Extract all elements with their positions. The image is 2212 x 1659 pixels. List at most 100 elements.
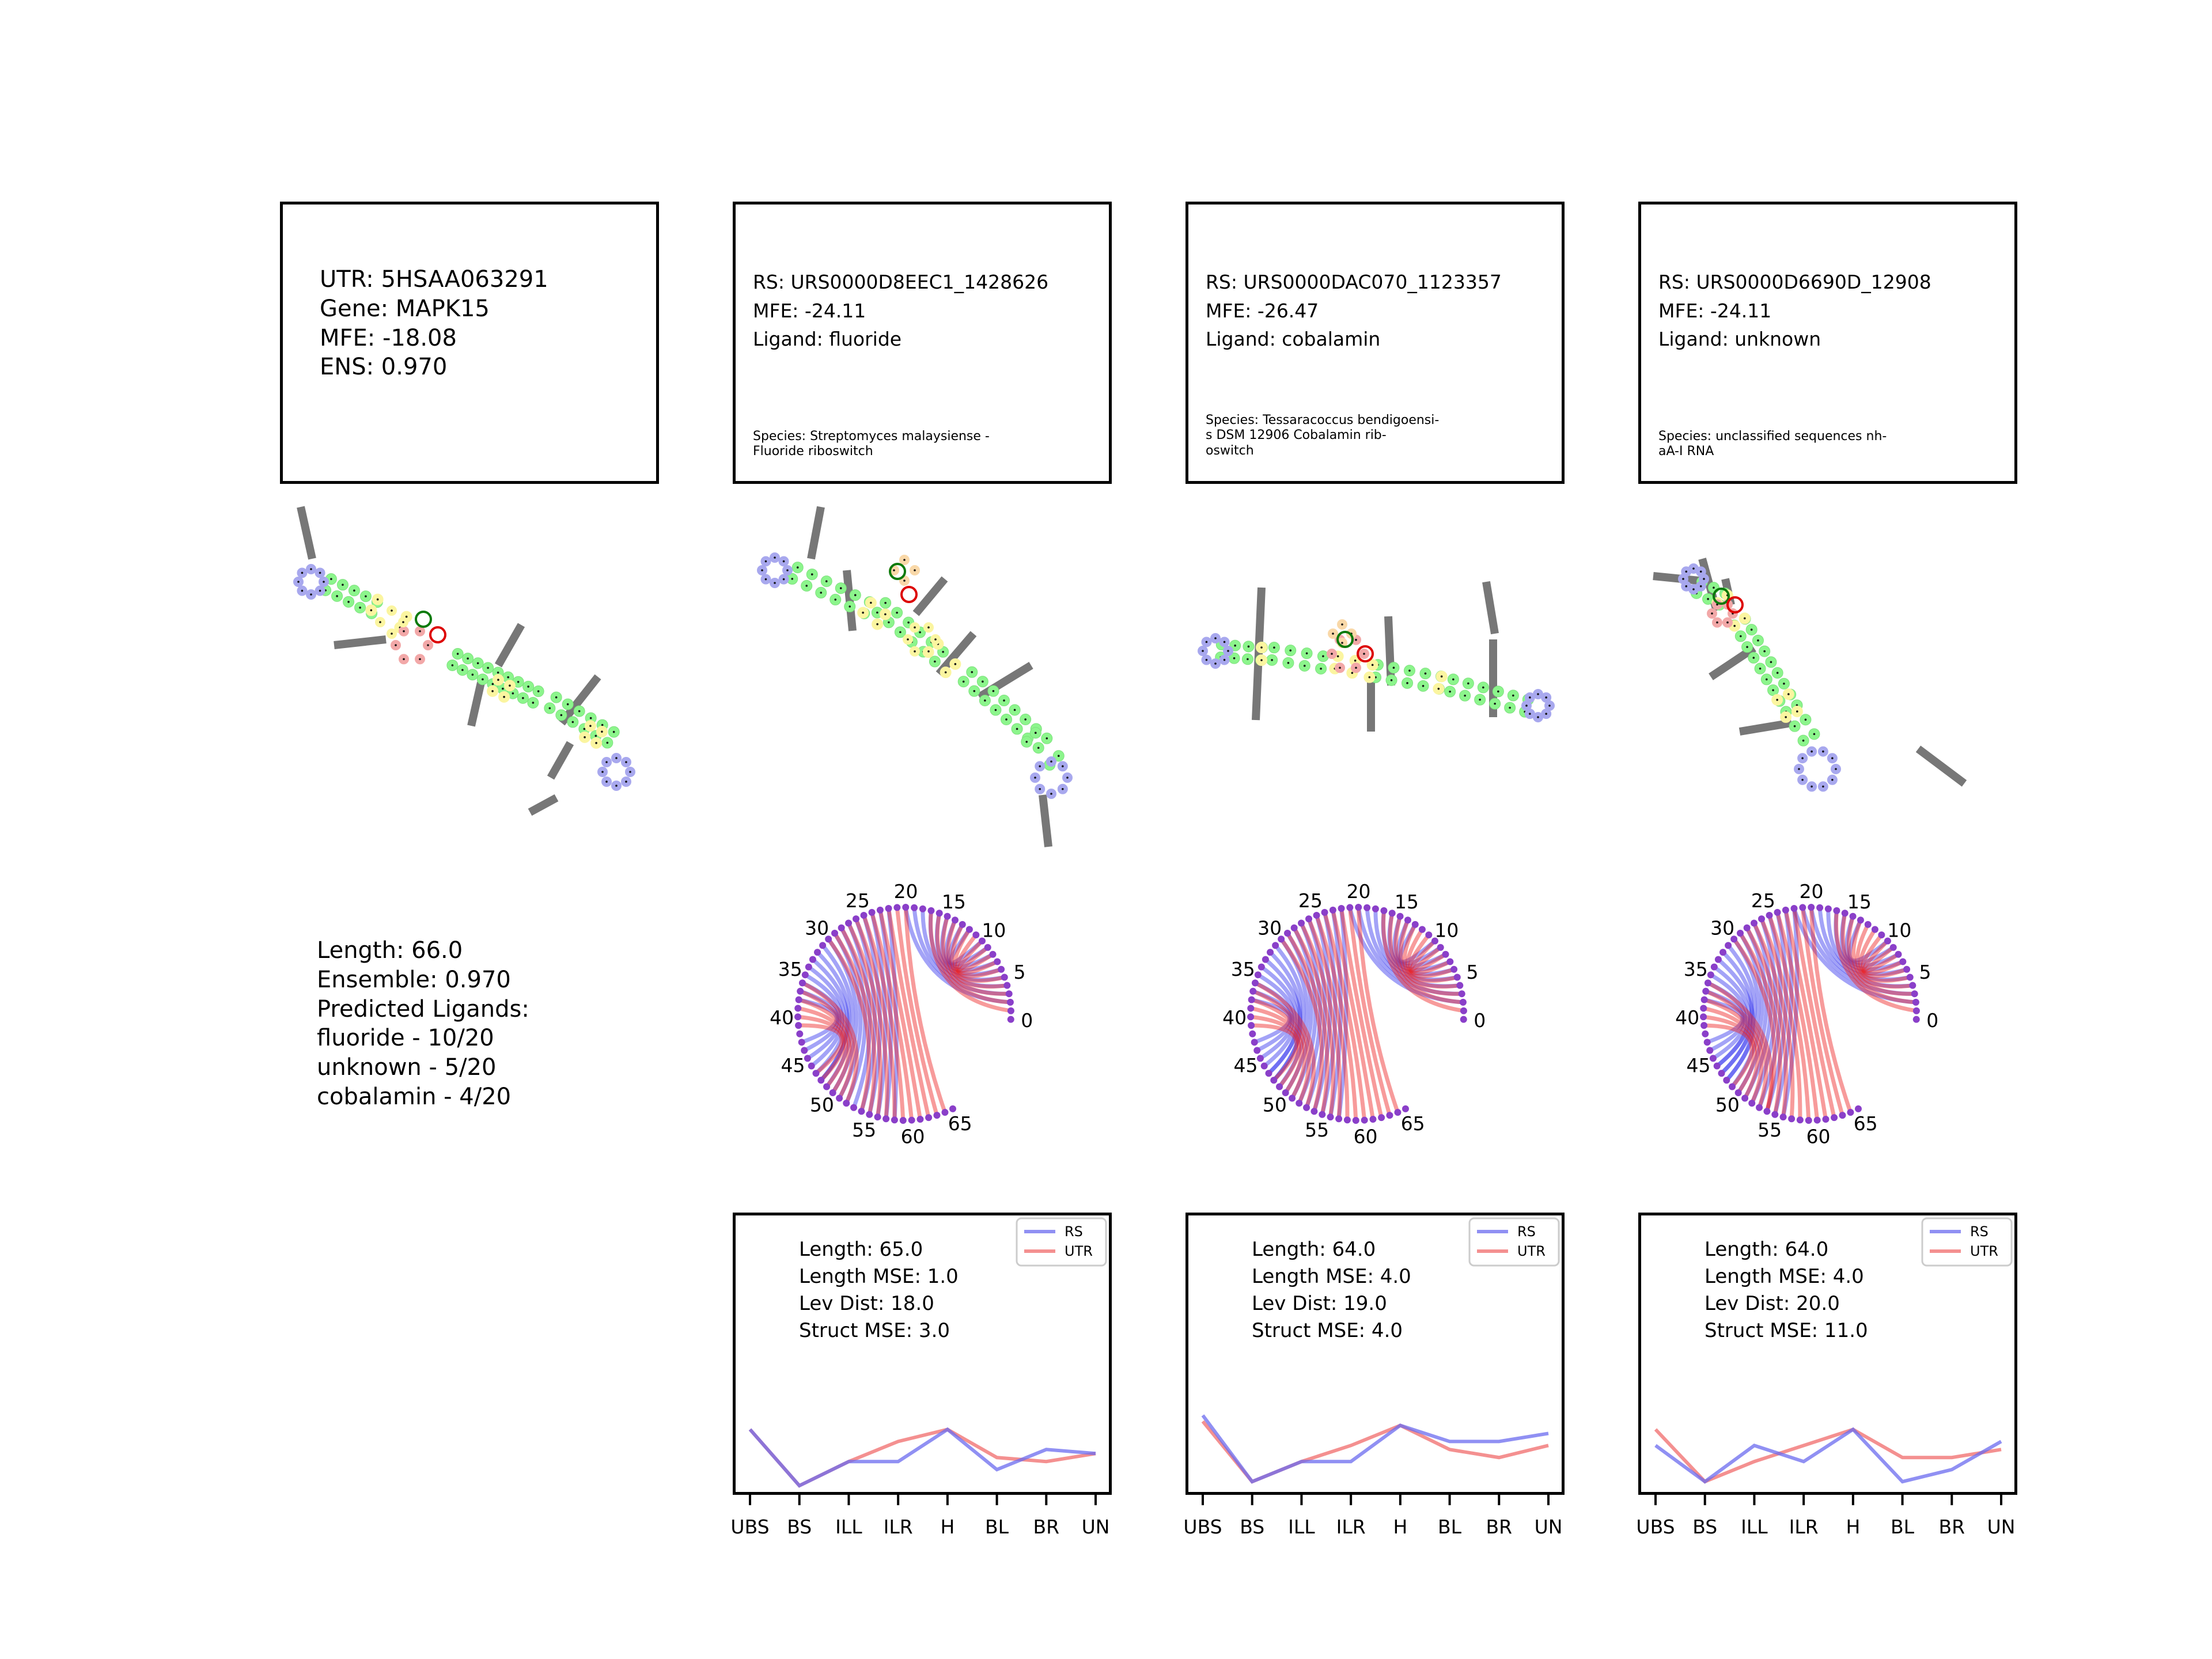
arc-node (1700, 1005, 1707, 1012)
arc-node (1831, 1114, 1838, 1122)
rs-pair-arc (833, 932, 863, 1100)
x-tick-label: ILR (884, 1516, 913, 1538)
rs2-info-line-1: MFE: -26.47 (1206, 299, 1319, 322)
nucleotide-dot (1467, 682, 1469, 685)
arc-node (794, 1005, 802, 1012)
utr-pair-arc (1834, 910, 1917, 1013)
x-tick-label: BL (1438, 1516, 1462, 1538)
rs2-info-line-0: RS: URS0000DAC070_1123357 (1206, 271, 1502, 293)
rs-pair-arc (1328, 910, 1343, 1118)
stats-line: Length MSE: 4.0 (1705, 1265, 1864, 1288)
nucleotide-dot (1437, 687, 1440, 690)
nucleotide-dot (347, 601, 350, 603)
rs-pair-arc (887, 908, 899, 1120)
arc-node (1871, 926, 1878, 933)
arc-node (1303, 1104, 1310, 1111)
nucleotide-dot (522, 697, 524, 699)
arc-node (933, 1112, 941, 1119)
utr-summary-line-3: fluoride - 10/20 (317, 1025, 494, 1052)
nucleotide-dot (1287, 662, 1290, 664)
utr-pair-arc (1388, 912, 1464, 1005)
nucleotide-dot (1813, 733, 1816, 736)
arc-node (891, 1116, 898, 1124)
utr-pair-arc (1393, 915, 1462, 996)
arc-node (949, 1105, 956, 1112)
nucleotide-dot (370, 609, 373, 612)
arc-node (1707, 971, 1714, 979)
utr-pair-arc (935, 912, 1011, 1005)
arc-node (1912, 998, 1919, 1006)
arc-node (829, 1089, 836, 1096)
nucleotide-dot (1494, 702, 1496, 705)
arc-node (801, 971, 809, 979)
arc-node (927, 907, 935, 914)
rs-pair-arc (940, 915, 998, 972)
rs-pair-arc (846, 922, 872, 1108)
nucleotide-dot (782, 578, 785, 581)
arc-node (994, 958, 1001, 965)
arc-node (1372, 905, 1379, 912)
arc-node (1841, 910, 1849, 917)
arc-tick-label: 20 (1800, 880, 1824, 903)
nucleotide-dot (914, 626, 916, 629)
nucleotide-dot (527, 685, 529, 688)
rs3-comparison-chart: UBS BS ILL ILR H BL BR UN Length: 64.0 Length MSE… (1636, 1213, 2017, 1538)
rs2-info-text: RS: URS0000DAC070_1123357 MFE: -26.47 Liga… (1206, 268, 1502, 354)
arc-node (1884, 937, 1891, 945)
nucleotide-dot (1061, 787, 1064, 790)
arc-node (1296, 1100, 1303, 1107)
stats-line: Length MSE: 1.0 (799, 1265, 959, 1288)
rs3-info-box: RS: URS0000D6690D_12908 MFE: -24.11 Ligand… (1638, 202, 2017, 484)
arc-node (1725, 942, 1732, 949)
nucleotide-dot (1273, 646, 1275, 649)
nucleotide-dot (310, 568, 312, 570)
arc-node (1782, 906, 1789, 914)
nucleotide-dot (1331, 653, 1333, 655)
nucleotide-dot (625, 781, 627, 783)
utr-pair-arc (1286, 932, 1330, 1115)
start-marker (415, 611, 432, 628)
legend-label: RS (1065, 1224, 1083, 1240)
arc-tick-label: 65 (948, 1112, 972, 1135)
nucleotide-dot (907, 638, 909, 641)
nucleotide-dot (517, 680, 520, 683)
utr-pair-arc (798, 1023, 844, 1075)
arc-node (1450, 965, 1458, 973)
nucleotide-dot (1744, 617, 1746, 620)
nucleotide-dot (934, 638, 937, 641)
arc-node (804, 1055, 811, 1062)
utr-summary-line-2: Predicted Ligands: (317, 995, 529, 1022)
utr-pair-arc (1851, 919, 1913, 989)
arc-node (1437, 944, 1444, 951)
nucleotide-dot (1802, 739, 1805, 742)
nucleotide-dot (839, 587, 842, 589)
arc-node (845, 919, 853, 927)
arc-node (1756, 1104, 1763, 1111)
x-tick-label: UN (1082, 1516, 1110, 1538)
arc-node (1335, 1115, 1343, 1123)
arc-node (1272, 942, 1279, 949)
arc-node (1734, 1089, 1742, 1096)
arc-node (882, 1115, 890, 1123)
utr-pair-arc (797, 1014, 846, 1082)
x-tick-label: BL (1891, 1516, 1915, 1538)
rs2-info-box: RS: URS0000DAC070_1123357 MFE: -26.47 Liga… (1185, 202, 1565, 484)
nucleotide-dot (1392, 666, 1395, 669)
rs-pair-arc (1715, 950, 1754, 1068)
nucleotide-dot (402, 621, 404, 623)
utr-pair-arc (833, 932, 877, 1115)
arc-node (1719, 949, 1727, 956)
utr-pair-arc (798, 998, 851, 1094)
nucleotide-dot (1050, 793, 1052, 795)
utr-pair-arc (1846, 915, 1915, 996)
arc-tick-label: 35 (1684, 958, 1708, 980)
utr-pair-arc (1331, 910, 1375, 1120)
rs-pair-arc (946, 923, 989, 967)
utr-info-box: UTR: 5HSAA063291 Gene: MAPK15 MFE: -18.08 E… (280, 202, 659, 484)
arc-node (935, 910, 943, 917)
nucleotide-dot (1798, 768, 1800, 770)
utr-summary-line-5: cobalamin - 4/20 (317, 1083, 512, 1110)
rs1-info-text: RS: URS0000D8EEC1_1428626 MFE: -24.11 Liga… (753, 268, 1048, 354)
arc-node (1289, 1094, 1296, 1102)
arc-tick-label: 35 (1231, 958, 1255, 980)
